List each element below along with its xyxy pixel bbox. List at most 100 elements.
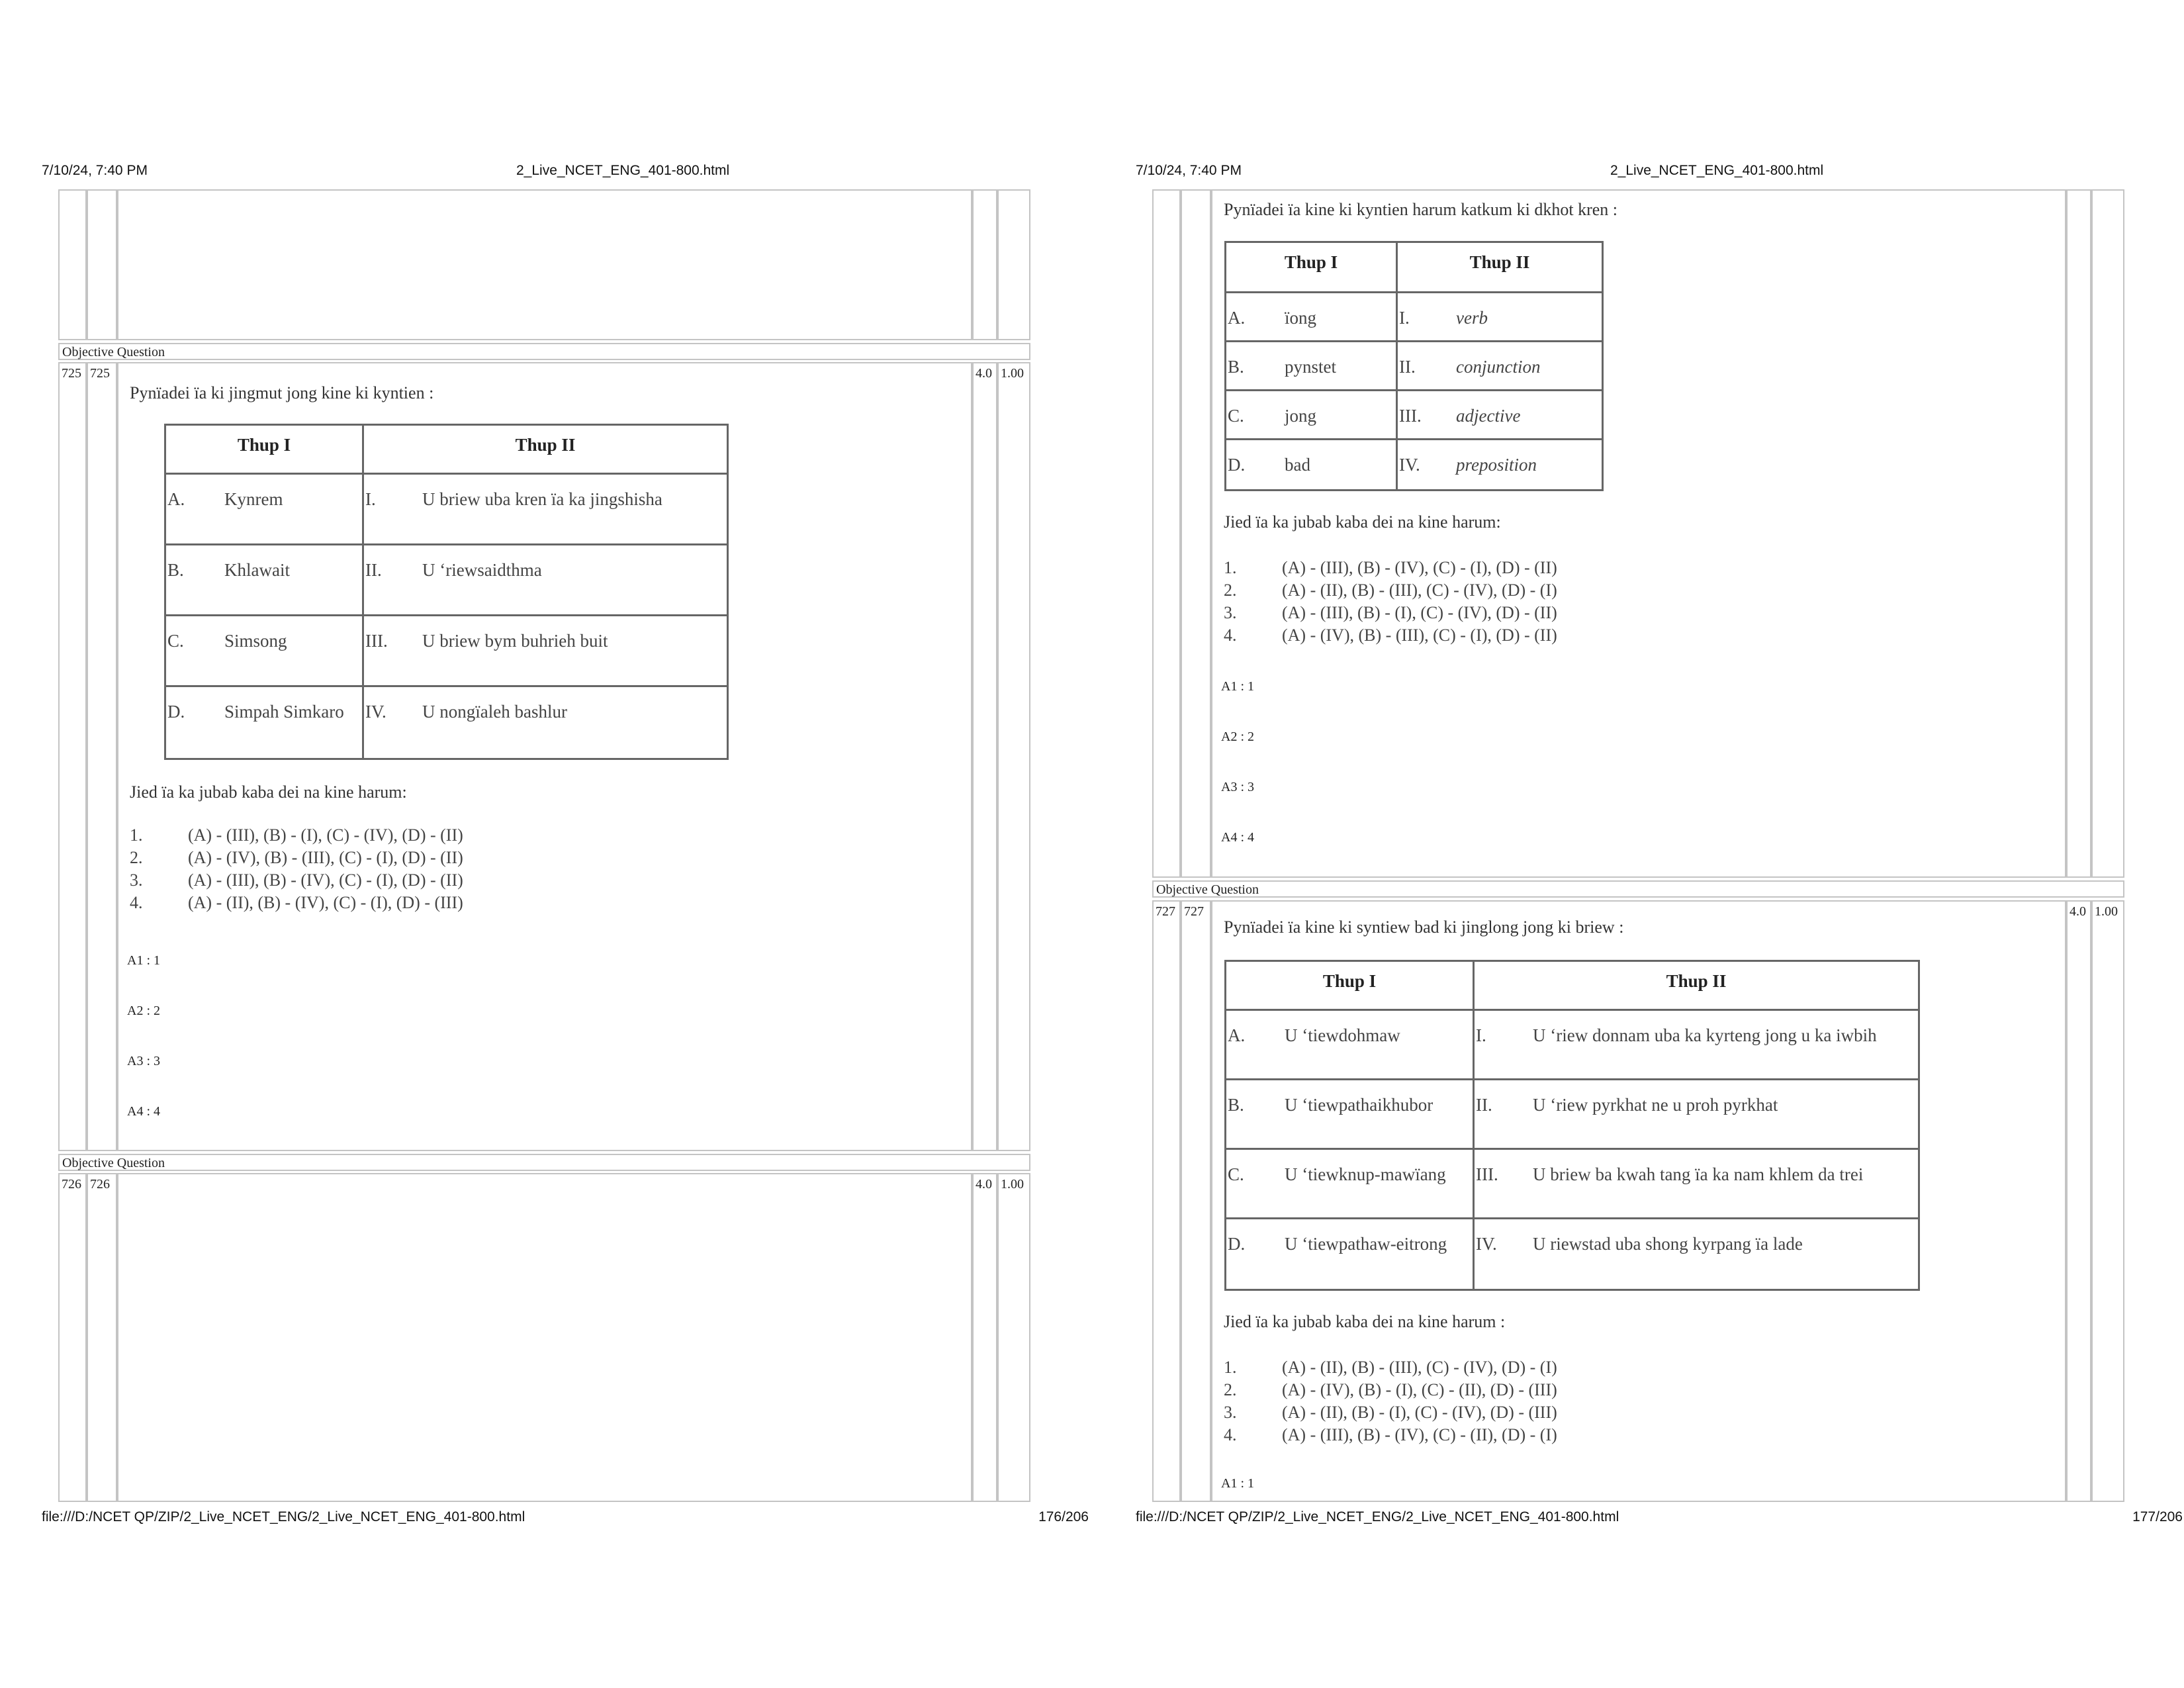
column-header: Thup I — [1322, 971, 1377, 991]
column-header: Thup II — [1469, 252, 1530, 272]
option-number: 4. — [1224, 626, 1237, 645]
answer-choice[interactable]: A1 : 1 — [127, 953, 160, 968]
question-content: Pynïadei ïa kine ki syntiew bad ki jingl… — [1211, 900, 2066, 1502]
question-marks: 4.0 — [972, 362, 997, 1151]
match-table-header-row: Thup I Thup II — [1226, 243, 1602, 293]
header-cell-thup-ii: Thup II — [1398, 243, 1602, 291]
match-table-header-row: Thup I Thup II — [1226, 962, 1918, 1011]
option-text: (A) - (IV), (B) - (III), (C) - (I), (D) … — [188, 848, 463, 867]
header-title: 2_Live_NCET_ENG_401-800.html — [516, 163, 730, 178]
answer-choice[interactable]: A3 : 3 — [127, 1054, 160, 1068]
thup-ii-cell: II. U ‘riewsaidthma — [364, 545, 727, 614]
header-cell-thup-i: Thup I — [166, 426, 364, 473]
match-table-row: B. Khlawait II. U ‘riewsaidthma — [166, 545, 727, 616]
marks-cell — [972, 189, 997, 340]
column-header: Thup II — [1666, 971, 1727, 991]
item-label: A. — [167, 489, 185, 509]
footer-page-number: 176/206 — [1038, 1509, 1089, 1524]
question-content: Pynïadei ïa ki jingmut jong kine ki kynt… — [117, 362, 972, 1151]
question-id: 725 — [87, 362, 117, 1151]
thup-i-cell: A. Kynrem — [166, 475, 364, 543]
question-serial-number: 725 — [58, 362, 87, 1151]
option-text: (A) - (IV), (B) - (I), (C) - (II), (D) -… — [1282, 1380, 1557, 1399]
answer-choice[interactable]: A1 : 1 — [1221, 1476, 1254, 1491]
option-number: 3. — [1224, 1403, 1237, 1422]
page: 7/10/24, 7:40 PM 2_Live_NCET_ENG_401-800.… — [42, 0, 1089, 1688]
thup-ii-cell: I. verb — [1398, 293, 1602, 340]
option-text: (A) - (III), (B) - (IV), (C) - (I), (D) … — [188, 870, 463, 890]
thup-i-cell: C. jong — [1226, 391, 1398, 438]
header-datetime: 7/10/24, 7:40 PM — [1136, 163, 1242, 178]
option-text: (A) - (III), (B) - (IV), (C) - (I), (D) … — [1282, 558, 1557, 577]
option-number: 3. — [1224, 603, 1237, 622]
answer-choice[interactable]: A2 : 2 — [1221, 729, 1254, 744]
column-header: Thup I — [1284, 252, 1338, 272]
answer-prompt: Jied ïa ka jubab kaba dei na kine harum: — [130, 782, 407, 802]
answer-choice[interactable]: A2 : 2 — [127, 1004, 160, 1018]
item-text: verb — [1456, 308, 1488, 328]
question-continuation-row: A2 : 2A3 : 3A4 : 4 — [58, 189, 1030, 340]
thup-i-cell: B. U ‘tiewpathaikhubor — [1226, 1080, 1475, 1148]
serial-cell — [58, 189, 87, 340]
header-title: 2_Live_NCET_ENG_401-800.html — [1610, 163, 1824, 178]
item-text: adjective — [1456, 406, 1521, 426]
item-text: Khlawait — [224, 560, 290, 580]
item-label: D. — [1228, 1234, 1246, 1254]
item-text: jong — [1285, 406, 1317, 426]
match-table-row: B. U ‘tiewpathaikhubor II. U ‘riew pyrkhat … — [1226, 1080, 1918, 1150]
option-text: (A) - (II), (B) - (I), (C) - (IV), (D) -… — [1282, 1403, 1557, 1422]
item-text: pynstet — [1285, 357, 1336, 377]
option-number: 2. — [130, 848, 143, 867]
section-label-objective-question: Objective Question — [58, 343, 1030, 360]
option-text: (A) - (III), (B) - (IV), (C) - (II), (D)… — [1282, 1425, 1557, 1444]
match-table-row: D. Simpah Simkaro IV. U nongïaleh bashlur — [166, 687, 727, 758]
negative-cell — [997, 189, 1030, 340]
page: 7/10/24, 7:40 PM 2_Live_NCET_ENG_401-800.… — [1136, 0, 2183, 1688]
column-header: Thup I — [237, 435, 291, 455]
item-text: ïong — [1285, 308, 1317, 328]
item-label: C. — [1228, 1164, 1244, 1184]
option-number: 4. — [130, 893, 143, 912]
question-serial-number: 726 — [58, 1173, 87, 1502]
answer-choice[interactable]: A1 : 1 — [1221, 679, 1254, 694]
item-text: U ‘riew pyrkhat ne u proh pyrkhat — [1533, 1095, 1778, 1115]
question-marks: 4.0 — [972, 1173, 997, 1502]
footer-file-path: file:///D:/NCET QP/ZIP/2_Live_NCET_ENG/2… — [1136, 1509, 1619, 1524]
thup-ii-cell: IV. preposition — [1398, 440, 1602, 489]
item-text: U nongïaleh bashlur — [422, 702, 567, 722]
question-id: 727 — [1181, 900, 1211, 1502]
match-table-row: A. U ‘tiewdohmaw I. U ‘riew donnam uba ka k… — [1226, 1011, 1918, 1080]
thup-i-cell: C. Simsong — [166, 616, 364, 685]
answer-choice[interactable]: A4 : 4 — [127, 1104, 160, 1119]
question-id: 726 — [87, 1173, 117, 1502]
item-label: III. — [1399, 406, 1422, 426]
thup-ii-cell: IV. U nongïaleh bashlur — [364, 687, 727, 758]
item-label: II. — [1476, 1095, 1492, 1115]
item-label: A. — [1228, 308, 1246, 328]
question-row: 727 727 Pynïadei ïa kine ki syntiew bad ki… — [1152, 900, 2124, 1502]
option-number: 2. — [1224, 581, 1237, 600]
item-label: II. — [365, 560, 382, 580]
item-label: A. — [1228, 1025, 1246, 1045]
answer-choice[interactable]: A4 : 4 — [1221, 830, 1254, 845]
option-number: 1. — [1224, 1358, 1237, 1377]
answer-choice[interactable]: A3 : 3 — [1221, 780, 1254, 794]
item-label: B. — [1228, 357, 1244, 377]
item-label: IV. — [365, 702, 387, 722]
negative-cell — [2091, 189, 2124, 878]
item-text: U ‘tiewdohmaw — [1285, 1025, 1400, 1045]
option-number: 3. — [130, 870, 143, 890]
match-table: Thup I Thup II A. ïong I. verb B. pynstet II. con… — [1224, 241, 1604, 491]
item-text: bad — [1285, 455, 1310, 475]
match-table-row: B. pynstet II. conjunction — [1226, 342, 1602, 391]
header-cell-thup-i: Thup I — [1226, 243, 1398, 291]
question-negative-marks: 1.00 — [2091, 900, 2124, 1502]
item-text: U briew ba kwah tang ïa ka nam khlem da … — [1533, 1164, 1864, 1184]
thup-i-cell: B. pynstet — [1226, 342, 1398, 389]
thup-i-cell: D. U ‘tiewpathaw-eitrong — [1226, 1219, 1475, 1289]
item-label: B. — [1228, 1095, 1244, 1115]
header-cell-thup-i: Thup I — [1226, 962, 1475, 1009]
thup-ii-cell: IV. U riewstad uba shong kyrpang ïa lade — [1475, 1219, 1918, 1289]
header-cell-thup-ii: Thup II — [1475, 962, 1918, 1009]
question-continuation-row: Pynïadei ïa kine ki kyntien harum katkum… — [1152, 189, 2124, 878]
